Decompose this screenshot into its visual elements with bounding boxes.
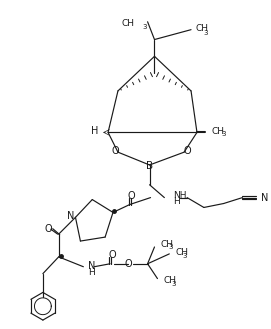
Text: 3: 3 <box>204 30 208 36</box>
Text: O: O <box>125 259 133 269</box>
Text: O: O <box>128 190 136 201</box>
Text: 3: 3 <box>183 253 187 259</box>
Text: H: H <box>91 126 98 137</box>
Text: 3: 3 <box>168 244 173 250</box>
Text: O: O <box>108 250 116 260</box>
Text: N: N <box>67 211 74 221</box>
Text: CH: CH <box>175 248 188 257</box>
Text: B: B <box>146 161 153 171</box>
Text: CH: CH <box>196 24 209 33</box>
Text: CH: CH <box>163 276 176 285</box>
Text: CH: CH <box>122 19 135 28</box>
Text: NH: NH <box>173 191 187 200</box>
Text: H: H <box>88 268 95 277</box>
Text: N: N <box>261 192 269 203</box>
Text: O: O <box>111 146 119 156</box>
Text: 3: 3 <box>142 24 147 30</box>
Text: O: O <box>183 146 191 156</box>
Text: CH: CH <box>212 127 225 136</box>
Text: N: N <box>88 261 96 271</box>
Text: O: O <box>45 224 53 234</box>
Text: 3: 3 <box>171 281 176 287</box>
Text: H: H <box>173 197 180 206</box>
Text: CH: CH <box>160 240 173 248</box>
Text: 3: 3 <box>222 131 226 138</box>
